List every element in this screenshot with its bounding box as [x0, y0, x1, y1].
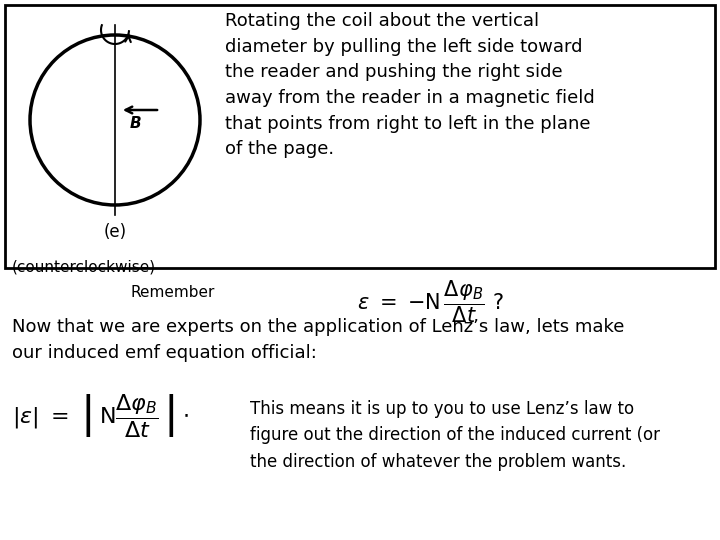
Text: This means it is up to you to use Lenz’s law to
figure out the direction of the : This means it is up to you to use Lenz’s… — [250, 400, 660, 471]
Text: $\varepsilon\ =\ \mathrm{-N}\,\dfrac{\Delta\varphi_B}{\Delta t}\ ?$: $\varepsilon\ =\ \mathrm{-N}\,\dfrac{\De… — [356, 278, 503, 325]
Text: Remember: Remember — [130, 285, 215, 300]
Text: B: B — [130, 116, 142, 131]
Text: Now that we are experts on the application of Lenz’s law, lets make
our induced : Now that we are experts on the applicati… — [12, 318, 624, 362]
Text: (e): (e) — [104, 223, 127, 241]
Text: $|\varepsilon|\ =\ \left|\,\mathrm{N}\dfrac{\Delta\varphi_B}{\Delta t}\,\right|\: $|\varepsilon|\ =\ \left|\,\mathrm{N}\df… — [12, 392, 189, 438]
Bar — [5, 5, 715, 268]
Text: Rotating the coil about the vertical
diameter by pulling the left side toward
th: Rotating the coil about the vertical dia… — [225, 12, 595, 159]
Text: (counterclockwise): (counterclockwise) — [12, 260, 156, 275]
